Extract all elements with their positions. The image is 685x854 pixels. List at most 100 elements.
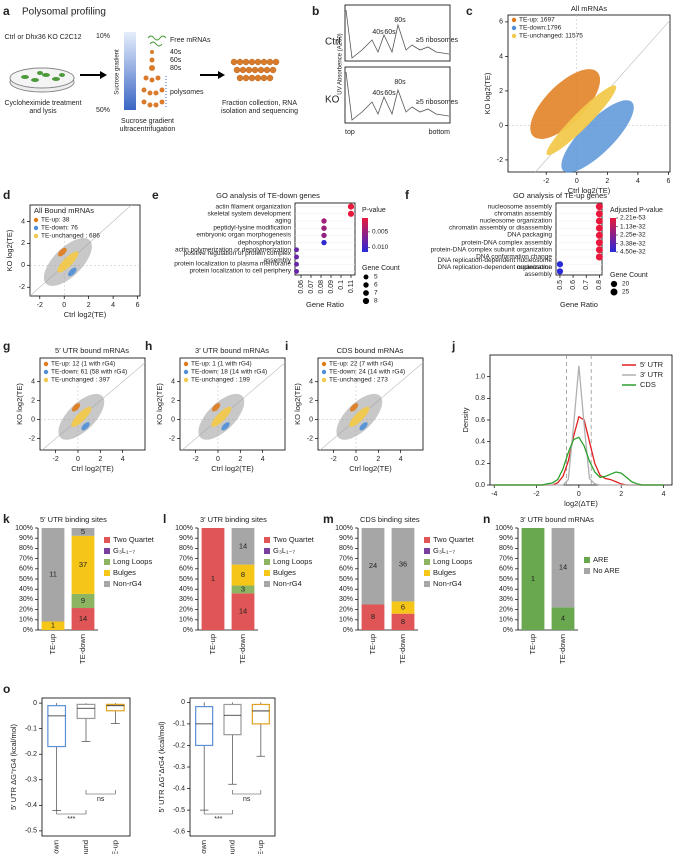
term-label: protein localization to plasma membrane	[174, 260, 291, 268]
x-tick-label: TE-up	[256, 840, 265, 854]
y-tick-label: 40%	[499, 586, 513, 593]
peak-label: 80s	[394, 79, 406, 86]
bar-segment	[231, 528, 255, 565]
y-axis-label: KO log2(TE)	[5, 229, 14, 271]
y-tick-label: 60%	[499, 566, 513, 573]
x-tick-label: Background	[81, 840, 90, 854]
panel-label: c	[466, 4, 473, 18]
peak-label: 60s	[384, 29, 396, 36]
size-legend-label: 5	[374, 274, 378, 281]
y-tick-label: 90%	[19, 535, 33, 542]
y-tick-label: 60%	[179, 566, 193, 573]
fraction-tubes	[230, 58, 280, 82]
y-tick-label: 4	[21, 218, 25, 225]
dot	[321, 232, 327, 239]
x-tick-label: 4	[261, 456, 265, 463]
legend-marker	[511, 25, 517, 31]
legend-marker	[511, 17, 517, 23]
color-legend-title: Adjusted P-value	[610, 207, 663, 214]
y-tick-label: -0.2	[25, 751, 37, 758]
peak-label: ≥5 ribosomes	[416, 99, 458, 106]
dot	[595, 246, 603, 254]
legend-label: Bulges	[273, 568, 296, 577]
y-tick-label: 50%	[179, 576, 193, 583]
panel-label: l	[163, 512, 166, 526]
color-tick-label: 2.21e-53	[620, 215, 646, 222]
x-tick-label: 0.11	[348, 280, 355, 293]
legend-marker	[33, 233, 39, 239]
point-cloud	[359, 422, 368, 431]
panel-label: d	[3, 188, 10, 202]
y-tick-label: 0	[33, 700, 37, 707]
bar-segment	[41, 621, 65, 630]
y-tick-label: 0.6	[475, 417, 485, 424]
panel-label: o	[3, 682, 10, 696]
y-tick-label: 100%	[335, 525, 353, 532]
x-tick-label: TE-up	[110, 840, 119, 854]
term-label: actin polymerization or depolymerization	[175, 246, 291, 254]
mrna	[147, 35, 167, 41]
size-legend-dot	[363, 290, 369, 296]
term-label: nucleosome organization	[479, 217, 552, 225]
y-tick-label: 4	[31, 379, 35, 386]
y-tick-label: 0	[181, 699, 185, 706]
term-label: protein-DNA complex assembly	[461, 239, 552, 247]
x-tick-label: 0	[354, 456, 358, 463]
legend-label: Two Quartet	[273, 535, 315, 544]
y-tick-label: 20%	[19, 606, 33, 613]
y-tick-label: 70%	[19, 555, 33, 562]
legend-label: TE-down: 76	[41, 225, 78, 232]
size-legend-title: Gene Count	[362, 265, 400, 272]
y-tick-label: 50%	[339, 576, 353, 583]
legend-swatch	[104, 559, 110, 565]
legend-label: Bulges	[113, 568, 136, 577]
bar-segment	[231, 585, 255, 594]
legend-label: TE-unchanged: 11575	[519, 33, 583, 40]
dot	[595, 224, 603, 232]
value-label: 6	[401, 603, 405, 612]
profile-top: top	[345, 129, 355, 136]
legend-swatch	[264, 537, 270, 543]
dot	[321, 225, 327, 231]
density-line	[494, 415, 664, 486]
chart-title: GO analysis of TE-up genes	[513, 191, 607, 200]
significance-label: ns	[243, 796, 251, 803]
value-label: 8	[401, 617, 405, 626]
term-label: DNA packaging	[507, 231, 552, 239]
dot	[595, 253, 603, 261]
y-tick-label: -0.6	[173, 829, 185, 836]
y-tick-label: 10%	[19, 617, 33, 624]
x-tick-label: 0.07	[308, 280, 315, 294]
x-tick-label: 0	[62, 302, 66, 309]
term-label: protein localization to cell periphery	[189, 267, 291, 275]
term-label: chromatin assembly or disassembly	[449, 224, 552, 232]
point-cloud	[561, 100, 634, 173]
y-tick-label: 10%	[339, 617, 353, 624]
legend-marker	[321, 377, 327, 383]
x-tick-label: -2	[543, 178, 549, 185]
point-cloud	[546, 85, 617, 156]
y-tick-label: 0%	[503, 627, 513, 634]
point-cloud	[67, 267, 77, 277]
x-axis-label: Ctrl log2(TE)	[64, 310, 107, 319]
panel-label: j	[451, 339, 455, 353]
y-tick-label: 0	[21, 262, 25, 269]
significance-bracket	[56, 810, 87, 815]
size-legend-dot	[362, 297, 370, 305]
significance-label: ***	[67, 816, 75, 823]
x-tick-label: 4	[121, 456, 125, 463]
term-label: skeletal system development	[207, 210, 291, 218]
y-tick-label: 30%	[499, 596, 513, 603]
legend-label: ARE	[593, 555, 608, 564]
legend-marker	[321, 361, 327, 367]
y-tick-label: 0	[309, 416, 313, 423]
x-tick-label: 6	[136, 302, 140, 309]
size-legend-dot	[610, 288, 618, 296]
y-tick-label: 0	[31, 416, 35, 423]
y-tick-label: -0.3	[25, 777, 37, 784]
legend-marker	[33, 217, 39, 223]
size-legend-label: 8	[374, 298, 378, 305]
y-tick-label: 50%	[19, 576, 33, 583]
y-tick-label: 70%	[339, 555, 353, 562]
chart-title: CDS bound mRNAs	[337, 346, 404, 355]
